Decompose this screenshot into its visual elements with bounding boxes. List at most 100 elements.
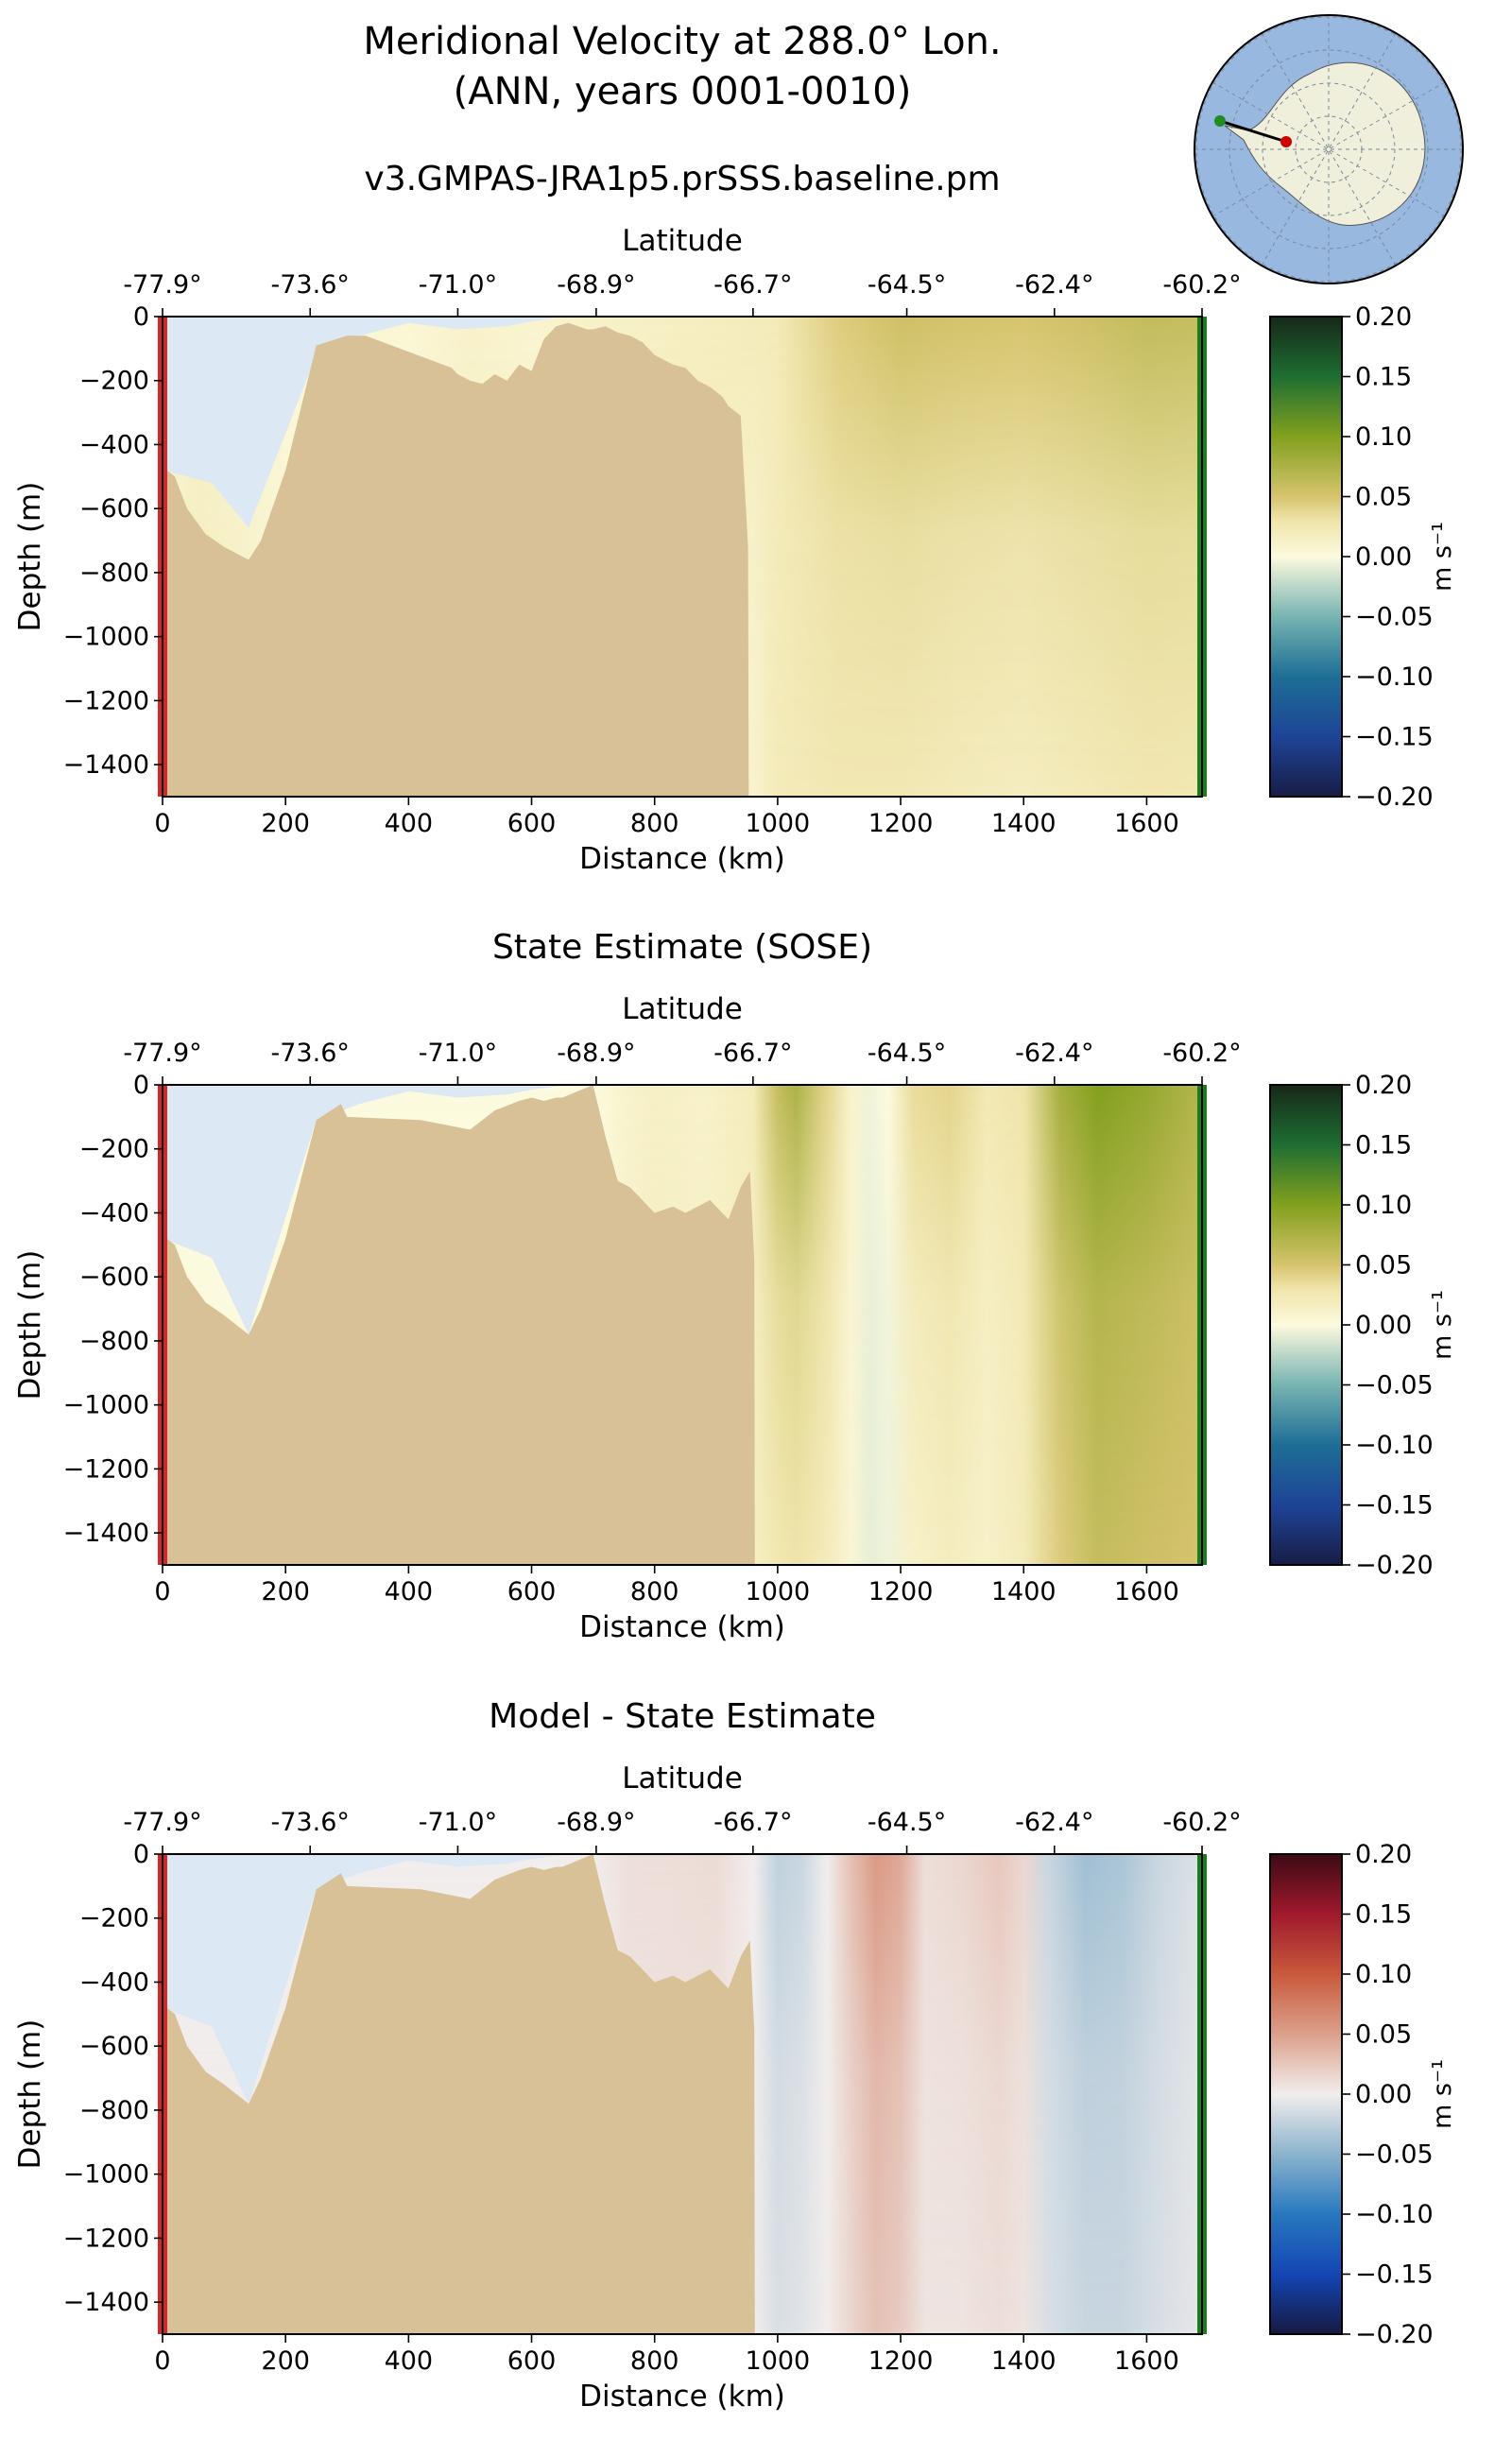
- lat-tick-label: -68.9°: [557, 270, 635, 300]
- y-tick-label: −200: [79, 367, 149, 396]
- inset-map: [1194, 14, 1464, 284]
- colorbar-tick-label: 0.15: [1355, 1900, 1412, 1930]
- x-tick-label: 400: [385, 1577, 434, 1606]
- lat-tick-label: -62.4°: [1015, 1808, 1093, 1837]
- x-tick-label: 1000: [746, 809, 811, 838]
- ice-shelf-mask: [163, 1085, 569, 1335]
- x-tick-label: 600: [507, 809, 557, 838]
- x-tick-label: 800: [630, 809, 679, 838]
- x-tick-label: 1000: [746, 2346, 811, 2376]
- x-tick-label: 1600: [1114, 2346, 1179, 2376]
- colorbar-tick-label: 0.00: [1355, 2080, 1412, 2109]
- lat-tick-label: -73.6°: [271, 1808, 350, 1837]
- top-axis-label: Latitude: [622, 224, 743, 258]
- y-tick-label: −1000: [63, 623, 149, 652]
- colorbar-tick-label: −0.05: [1355, 1371, 1434, 1400]
- x-tick-label: 200: [261, 2346, 310, 2376]
- x-tick-label: 1200: [868, 1577, 934, 1606]
- colorbar-tick-label: 0.15: [1355, 1131, 1412, 1160]
- y-axis-label: Depth (m): [13, 2019, 47, 2170]
- y-tick-label: −600: [79, 2032, 149, 2061]
- y-tick-label: −1000: [63, 1391, 149, 1420]
- x-tick-label: 200: [261, 1577, 310, 1606]
- map-start-point: [1280, 136, 1292, 147]
- x-tick-label: 800: [630, 1577, 679, 1606]
- lat-tick-label: -62.4°: [1015, 1039, 1093, 1068]
- colorbar-tick-label: 0.00: [1355, 1311, 1412, 1340]
- colorbar-tick-label: −0.10: [1355, 1431, 1434, 1460]
- y-axis-label: Depth (m): [13, 482, 47, 632]
- colorbar-tick-label: −0.20: [1355, 1551, 1434, 1580]
- x-tick-label: 0: [154, 2346, 170, 2376]
- x-tick-label: 200: [261, 809, 310, 838]
- map-border: [1194, 14, 1464, 284]
- lat-tick-label: -64.5°: [868, 1039, 946, 1068]
- x-tick-label: 1200: [868, 809, 934, 838]
- bathymetry: [163, 322, 1202, 797]
- x-tick-label: 600: [507, 1577, 557, 1606]
- colorbar-tick-label: 0.20: [1355, 1071, 1412, 1100]
- panel-sose: State Estimate (SOSE) 0 200 400 600 800 1000 12…: [13, 928, 1457, 1644]
- lat-tick-label: -73.6°: [271, 270, 350, 300]
- figure-title-line1: Meridional Velocity at 288.0° Lon.: [363, 20, 1001, 63]
- y-tick-label: −1200: [63, 686, 149, 715]
- lat-tick-label: -77.9°: [123, 270, 201, 300]
- x-tick-label: 400: [385, 809, 434, 838]
- colorbar-tick-label: −0.15: [1355, 2260, 1434, 2290]
- ice-shelf-mask: [163, 1854, 569, 2105]
- y-tick-label: 0: [133, 1071, 149, 1100]
- x-tick-label: 1400: [991, 809, 1057, 838]
- colorbar-tick-label: 0.20: [1355, 1840, 1412, 1869]
- y-tick-label: −1200: [63, 2224, 149, 2253]
- y-tick-label: −1000: [63, 2160, 149, 2190]
- plot-frame: [162, 1853, 1203, 2335]
- lat-tick-label: -66.7°: [713, 1808, 792, 1837]
- x-axis-label: Distance (km): [579, 1610, 785, 1644]
- lat-tick-label: -71.0°: [419, 270, 497, 300]
- colorbar: [1269, 316, 1343, 798]
- plot-frame: [162, 316, 1203, 798]
- x-tick-label: 1400: [991, 2346, 1057, 2376]
- colorbar-tick-label: 0.05: [1355, 2020, 1412, 2050]
- lat-tick-label: -71.0°: [419, 1808, 497, 1837]
- colorbar-tick-label: 0.00: [1355, 542, 1412, 572]
- lat-tick-label: -64.5°: [868, 1808, 946, 1837]
- panel-model: v3.GMPAS-JRA1p5.prSSS.baseline.pm 0 200 400…: [13, 160, 1457, 876]
- y-tick-label: −1400: [63, 750, 149, 780]
- colorbar-tick-label: −0.15: [1355, 1491, 1434, 1521]
- x-tick-label: 1000: [746, 1577, 811, 1606]
- colorbar-tick-label: −0.20: [1355, 782, 1434, 812]
- colorbar-tick-label: 0.10: [1355, 1191, 1412, 1220]
- colorbar-label: m s⁻¹: [1428, 522, 1457, 592]
- lat-tick-label: -68.9°: [557, 1808, 635, 1837]
- bathymetry: [163, 1085, 1202, 1565]
- y-tick-label: −800: [79, 1327, 149, 1356]
- panel-title: v3.GMPAS-JRA1p5.prSSS.baseline.pm: [364, 160, 1000, 198]
- lat-tick-label: -60.2°: [1162, 1039, 1241, 1068]
- x-tick-label: 800: [630, 2346, 679, 2376]
- x-tick-label: 1600: [1114, 809, 1179, 838]
- lat-tick-label: -73.6°: [271, 1039, 350, 1068]
- bathymetry: [163, 1854, 1202, 2334]
- colorbar-tick-label: 0.10: [1355, 422, 1412, 452]
- lat-tick-label: -60.2°: [1162, 270, 1241, 300]
- lat-tick-label: -66.7°: [713, 270, 792, 300]
- map-latitude-circle: [1228, 49, 1429, 249]
- panel-title: State Estimate (SOSE): [492, 928, 872, 967]
- lat-tick-label: -77.9°: [123, 1808, 201, 1837]
- y-tick-label: −400: [79, 430, 149, 459]
- x-tick-label: 0: [154, 1577, 170, 1606]
- lat-tick-label: -60.2°: [1162, 1808, 1241, 1837]
- ice-shelf-mask: [163, 317, 563, 528]
- y-tick-label: 0: [133, 1840, 149, 1869]
- lat-tick-label: -71.0°: [419, 1039, 497, 1068]
- x-tick-label: 0: [154, 809, 170, 838]
- x-axis-label: Distance (km): [579, 2380, 785, 2414]
- y-tick-label: −400: [79, 1967, 149, 1997]
- colorbar-tick-label: −0.05: [1355, 2140, 1434, 2170]
- y-tick-label: −600: [79, 1263, 149, 1292]
- y-axis-label: Depth (m): [13, 1250, 47, 1400]
- map-body: [1194, 15, 1463, 284]
- lat-tick-label: -68.9°: [557, 1039, 635, 1068]
